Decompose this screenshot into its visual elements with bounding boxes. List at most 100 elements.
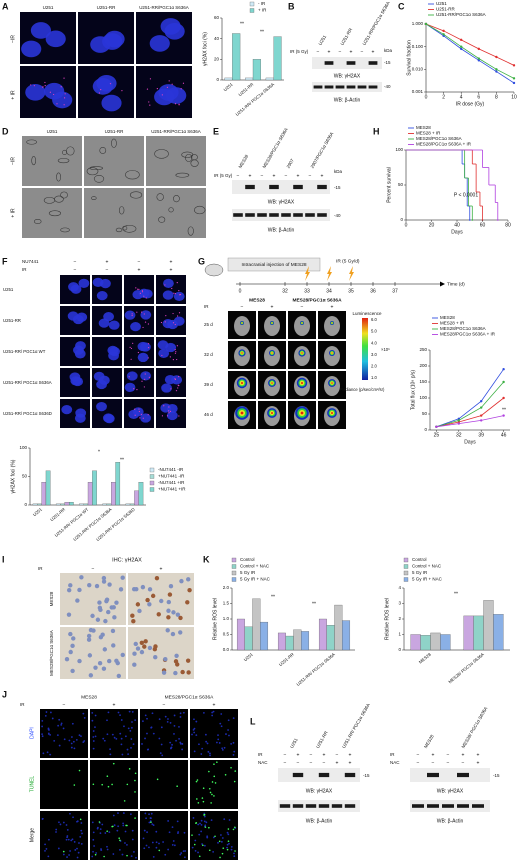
- nucleus: [212, 836, 215, 839]
- nucleus: [183, 831, 186, 834]
- organelle: [26, 139, 38, 145]
- nucleus: [233, 855, 236, 858]
- bar: [430, 632, 441, 651]
- legend-label: + IR: [258, 8, 267, 13]
- tunel-spot: [126, 854, 128, 857]
- nucleus: [140, 413, 151, 423]
- cell: [168, 583, 174, 589]
- tunel-spot: [79, 818, 82, 821]
- signal: [271, 382, 273, 384]
- nucleus: [101, 94, 122, 112]
- nucleus: [220, 713, 223, 715]
- bar: [252, 598, 261, 651]
- x-tick-label: U251: [243, 651, 255, 662]
- legend-label: 5 Gy IR + NAC: [240, 577, 271, 582]
- tunel-spot: [226, 848, 229, 851]
- label: +: [249, 173, 252, 179]
- bar: [138, 482, 144, 506]
- label: 32: [282, 288, 288, 294]
- x-tick-label: 4: [460, 94, 463, 100]
- fluorescence-image: [40, 709, 88, 758]
- nucleus: [158, 718, 161, 721]
- nucleus: [91, 719, 94, 722]
- legend-label: - IR: [258, 1, 266, 6]
- tunel-spot: [112, 825, 114, 828]
- band: [324, 85, 334, 89]
- nucleus: [221, 837, 224, 839]
- focus: [165, 315, 167, 317]
- nucleus: [79, 835, 82, 838]
- focus: [168, 406, 170, 408]
- nucleus: [58, 718, 61, 721]
- y-tick-label: 0: [424, 427, 427, 432]
- tunel-spot: [191, 834, 193, 836]
- focus: [174, 378, 177, 381]
- annotation: **: [271, 594, 275, 600]
- nucleus: [198, 743, 200, 746]
- nucleus: [83, 717, 86, 719]
- band: [442, 804, 454, 808]
- nucleus: [178, 737, 180, 740]
- cell: [101, 575, 107, 581]
- colorbar: [362, 318, 368, 380]
- cell: [175, 612, 181, 617]
- nucleus: [180, 852, 183, 854]
- nucleus: [55, 828, 58, 831]
- legend-swatch: [149, 487, 155, 492]
- tunel-spot: [208, 787, 211, 790]
- nucleus: [70, 746, 73, 749]
- nucleus: [58, 821, 60, 824]
- focus: [175, 351, 177, 353]
- fluorescence-image: [40, 811, 88, 860]
- nucleus: [144, 737, 146, 740]
- cell: [104, 597, 110, 602]
- annotation: **: [120, 457, 124, 463]
- focus: [60, 86, 62, 88]
- focus: [178, 376, 180, 378]
- panel-letter: I: [2, 554, 5, 564]
- tunel-spot: [211, 793, 213, 796]
- label: U251-RR: [315, 730, 329, 749]
- nucleus: [157, 340, 169, 350]
- bar: [41, 482, 47, 506]
- bar: [64, 501, 70, 506]
- focus: [166, 86, 169, 88]
- organelle: [156, 193, 164, 201]
- nucleus: [78, 734, 81, 737]
- nucleus: [47, 855, 50, 858]
- nucleus: [168, 831, 171, 834]
- point: [477, 57, 480, 60]
- nucleus: [175, 739, 177, 742]
- cell: [112, 615, 117, 620]
- band: [281, 213, 291, 217]
- label: MES28/PGC1α S636A: [49, 630, 54, 676]
- focus: [63, 77, 65, 79]
- nucleus: [184, 850, 187, 852]
- label: DAPI: [29, 727, 35, 739]
- focus: [131, 313, 133, 315]
- y-axis-label: Relative ROS level: [384, 598, 390, 640]
- label: +: [477, 752, 480, 758]
- bar: [318, 618, 327, 651]
- focus: [142, 326, 144, 329]
- cell: [185, 658, 191, 663]
- label: IR: [258, 752, 263, 757]
- nucleus: [120, 743, 123, 746]
- cell: [120, 652, 125, 658]
- nucleus: [91, 821, 94, 824]
- label: IHC: γH2AX: [112, 557, 142, 563]
- cell: [143, 639, 148, 644]
- nucleus: [108, 351, 119, 361]
- focus: [177, 384, 179, 386]
- nucleus: [177, 832, 179, 834]
- x-tick-label: MES28/ PGC1α S636A: [447, 652, 485, 685]
- x-tick-label: U251-RR/ PGC1α S636D: [95, 507, 136, 542]
- legend-swatch: [403, 557, 409, 563]
- label: +: [138, 267, 141, 273]
- organelle: [181, 151, 194, 158]
- nucleus: [227, 833, 230, 836]
- series-line: [425, 23, 515, 84]
- series-line: [436, 415, 504, 428]
- focus: [130, 358, 132, 360]
- y-tick-label: 0: [24, 502, 27, 507]
